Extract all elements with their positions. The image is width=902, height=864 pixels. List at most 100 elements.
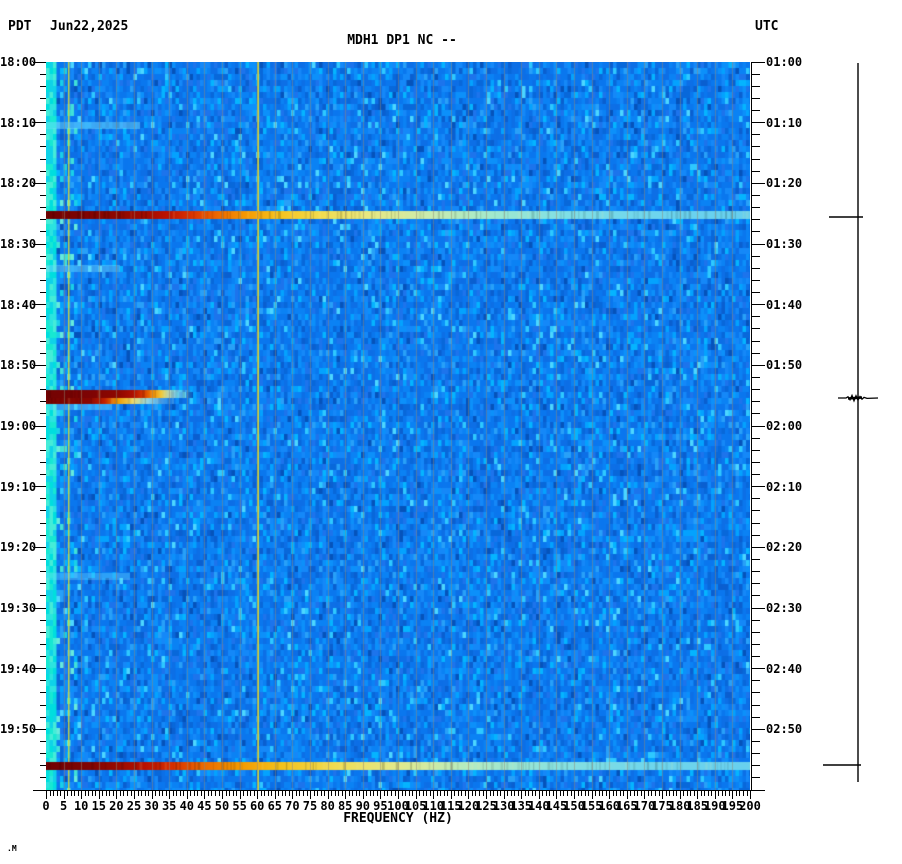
time-tick-mark [40, 389, 46, 390]
freq-tick-mark [422, 790, 424, 796]
freq-tick-mark [683, 790, 685, 796]
freq-tick-label: 65 [267, 799, 283, 813]
freq-tick-mark [588, 790, 590, 796]
freq-tick-mark [295, 790, 297, 796]
time-tick-mark [752, 304, 765, 305]
time-tick-mark [40, 535, 46, 536]
freq-tick-label: 50 [214, 799, 230, 813]
freq-tick-mark [542, 790, 544, 796]
freq-tick-mark [531, 790, 533, 796]
freq-tick-mark [292, 790, 294, 799]
freq-tick-mark [70, 790, 72, 796]
freq-tick-mark [310, 790, 311, 799]
freq-tick-mark [570, 790, 572, 796]
time-tick-mark [752, 450, 760, 451]
freq-tick-mark [454, 790, 456, 796]
freq-tick-mark [419, 790, 421, 796]
freq-tick-mark [517, 790, 519, 796]
time-tick-mark [40, 341, 46, 342]
freq-tick-mark [46, 790, 47, 799]
time-tick-mark [752, 462, 760, 463]
time-tick-mark [752, 668, 765, 669]
freq-tick-label: 40 [179, 799, 195, 813]
time-tick-mark [752, 377, 760, 378]
freq-tick-mark [728, 790, 730, 796]
time-tick-mark [752, 341, 760, 342]
freq-tick-mark [299, 790, 301, 796]
freq-tick-label: 130 [492, 799, 515, 813]
freq-tick-mark [253, 790, 255, 796]
freq-tick-mark [229, 790, 230, 796]
time-tick-mark [752, 413, 760, 414]
freq-tick-mark [179, 790, 181, 796]
freq-tick-mark [141, 790, 142, 796]
freq-tick-mark [186, 790, 188, 799]
freq-tick-mark [496, 790, 498, 796]
freq-tick-label: 0 [42, 799, 50, 813]
freq-tick-label: 200 [739, 799, 761, 813]
freq-tick-mark [144, 790, 146, 796]
time-tick-mark [40, 680, 46, 681]
time-tick-label-left: 18:00 [0, 55, 37, 69]
freq-tick-mark [595, 790, 597, 796]
time-tick-label-left: 18:40 [0, 297, 37, 312]
time-tick-label-left: 19:40 [0, 661, 37, 676]
time-tick-label-right: 02:00 [766, 419, 803, 433]
time-tick-mark [752, 280, 760, 281]
time-tick-label-right: 02:40 [766, 661, 803, 676]
freq-tick-mark [475, 790, 477, 796]
freq-tick-mark [672, 790, 674, 796]
time-tick-mark [40, 705, 46, 706]
trace-quake-wiggle [838, 393, 879, 403]
freq-tick-label: 25 [126, 799, 142, 813]
time-tick-mark [40, 256, 46, 257]
time-tick-mark [40, 207, 46, 208]
time-tick-mark [40, 510, 46, 511]
freq-tick-mark [288, 790, 290, 796]
time-tick-mark [40, 401, 46, 402]
freq-tick-mark [232, 790, 234, 796]
freq-tick-mark [514, 790, 516, 796]
time-tick-label-left: 19:50 [0, 722, 37, 737]
freq-tick-label: 195 [721, 799, 744, 813]
freq-tick-mark [605, 790, 607, 796]
freq-tick-mark [545, 790, 547, 796]
freq-tick-label: 35 [161, 799, 177, 813]
time-tick-mark [40, 86, 46, 87]
time-tick-mark [40, 231, 46, 232]
freq-tick-mark [651, 790, 653, 796]
freq-tick-mark [60, 790, 62, 796]
freq-tick-mark [317, 790, 318, 796]
freq-tick-mark [112, 790, 114, 796]
time-tick-mark [40, 717, 46, 718]
freq-tick-label: 45 [197, 799, 212, 813]
freq-tick-mark [243, 790, 245, 796]
freq-tick-mark [563, 790, 565, 796]
freq-tick-mark [746, 790, 748, 796]
time-tick-label-right: 02:20 [766, 540, 803, 555]
time-tick-label-right: 01:00 [766, 55, 803, 69]
time-tick-label-right: 02:30 [766, 601, 803, 615]
freq-tick-mark [535, 790, 537, 796]
freq-tick-mark [662, 790, 663, 799]
time-tick-mark [40, 777, 46, 778]
freq-axis-line [46, 790, 752, 791]
time-tick-mark [752, 765, 760, 766]
time-tick-label-right: 02:50 [766, 722, 803, 737]
time-tick-mark [752, 316, 760, 317]
freq-tick-mark [538, 790, 540, 799]
freq-tick-label: 85 [337, 799, 353, 813]
time-tick-mark [752, 365, 765, 366]
time-tick-mark [40, 292, 46, 293]
freq-tick-mark [429, 790, 431, 796]
time-tick-mark [752, 244, 765, 245]
time-tick-mark [752, 523, 760, 524]
freq-tick-mark [306, 790, 308, 796]
freq-tick-label: 160 [598, 799, 621, 813]
time-tick-mark [33, 183, 46, 184]
freq-tick-mark [700, 790, 702, 796]
time-tick-mark [33, 729, 46, 730]
freq-tick-mark [633, 790, 635, 796]
freq-tick-mark [450, 790, 452, 799]
freq-tick-label: 5 [59, 799, 68, 813]
